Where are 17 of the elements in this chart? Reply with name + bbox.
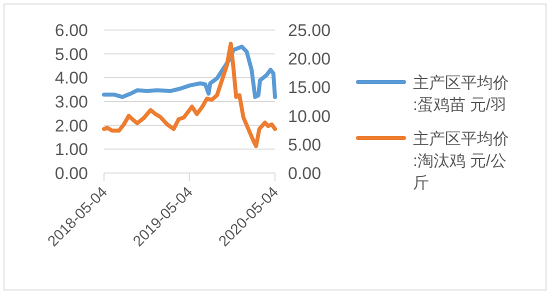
y2-tick-label: 10.00 — [288, 106, 331, 126]
y-tick-label: 5.00 — [54, 44, 88, 64]
y-tick-label: 1.00 — [54, 140, 88, 160]
y-tick-label: 6.00 — [54, 21, 88, 40]
y2-tick-label: 5.00 — [288, 135, 322, 154]
y2-tick-label: 0.00 — [288, 164, 322, 183]
legend-label: 主产区平均价:淘汰鸡 元/公斤 — [413, 130, 509, 192]
y-tick-label: 0.00 — [54, 164, 88, 183]
y-tick-label: 2.00 — [54, 116, 88, 136]
line-series — [102, 42, 277, 148]
line-series — [102, 44, 277, 99]
y2-tick-label: 20.00 — [288, 50, 331, 69]
y2-tick-label: 15.00 — [288, 78, 331, 98]
y-tick-label: 4.00 — [54, 68, 88, 88]
y-tick-label: 3.00 — [54, 92, 88, 112]
legend-label: 主产区平均价:蛋鸡苗 元/羽 — [413, 74, 509, 114]
y2-tick-label: 25.00 — [288, 21, 331, 40]
